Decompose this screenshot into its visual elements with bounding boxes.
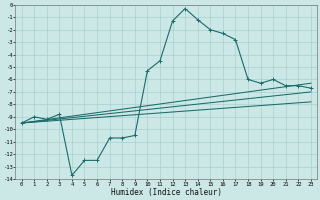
X-axis label: Humidex (Indice chaleur): Humidex (Indice chaleur)	[111, 188, 222, 197]
